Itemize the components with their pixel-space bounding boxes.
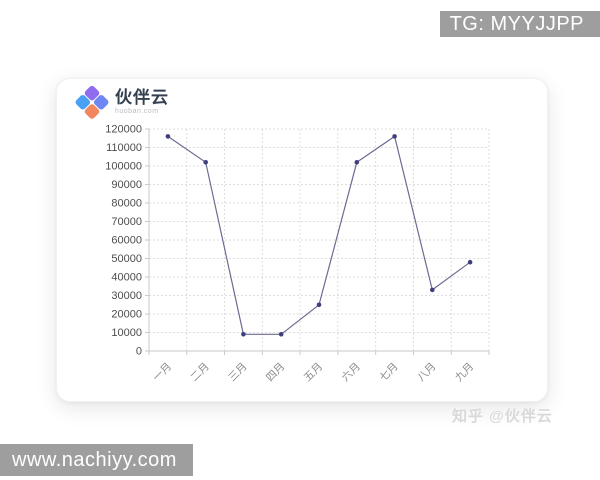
data-point-marker [165,134,171,139]
tg-watermark-badge: TG: MYYJJPP [439,11,600,37]
y-tick-label: 110000 [106,142,142,154]
data-point-marker [203,160,208,165]
y-tick-label: 100000 [105,161,142,173]
data-point-marker [278,332,284,337]
huoban-logo: 伙伴云 huoban.com [74,84,169,120]
brand-name: 伙伴云 [115,88,169,107]
x-tick-label: 五月 [302,361,325,384]
x-tick-label: 四月 [264,361,287,384]
x-tick-label: 二月 [188,361,211,384]
zhihu-watermark: 知乎 @伙伴云 [452,408,553,425]
y-tick-label: 20000 [111,309,142,321]
x-tick-label: 七月 [377,361,400,384]
y-tick-label: 60000 [111,235,142,247]
y-tick-label: 50000 [111,253,142,265]
y-tick-label: 80000 [111,198,142,210]
x-tick-label: 六月 [340,361,363,384]
data-point-marker [430,287,435,293]
y-tick-label: 120000 [105,124,142,136]
chart-card: 伙伴云 huoban.com 0 10000 20000 30000 40000 5000… [56,78,548,402]
y-tick-label: 40000 [111,272,142,284]
data-point-marker [241,332,246,337]
x-tick-label: 八月 [415,361,438,384]
x-tick-label: 九月 [453,361,476,384]
data-point-marker [354,160,360,165]
site-watermark-badge: www.nachiyy.com [0,444,193,476]
data-point-marker [467,259,473,265]
data-point-marker [392,134,397,139]
y-tick-label: 90000 [111,179,142,191]
y-tick-label: 30000 [111,290,142,302]
line-chart: 0 10000 20000 30000 40000 50000 60000 70000 8000… [105,124,490,384]
x-tick-label: 一月 [151,361,174,384]
y-tick-label: 70000 [111,216,142,228]
y-tick-label: 10000 [111,327,142,339]
x-tick-label: 三月 [226,361,249,384]
brand-domain: huoban.com [115,108,159,115]
y-tick-label: 0 [136,346,142,358]
data-point-marker [316,302,322,308]
logo-text: 伙伴云 huoban.com [115,88,169,115]
